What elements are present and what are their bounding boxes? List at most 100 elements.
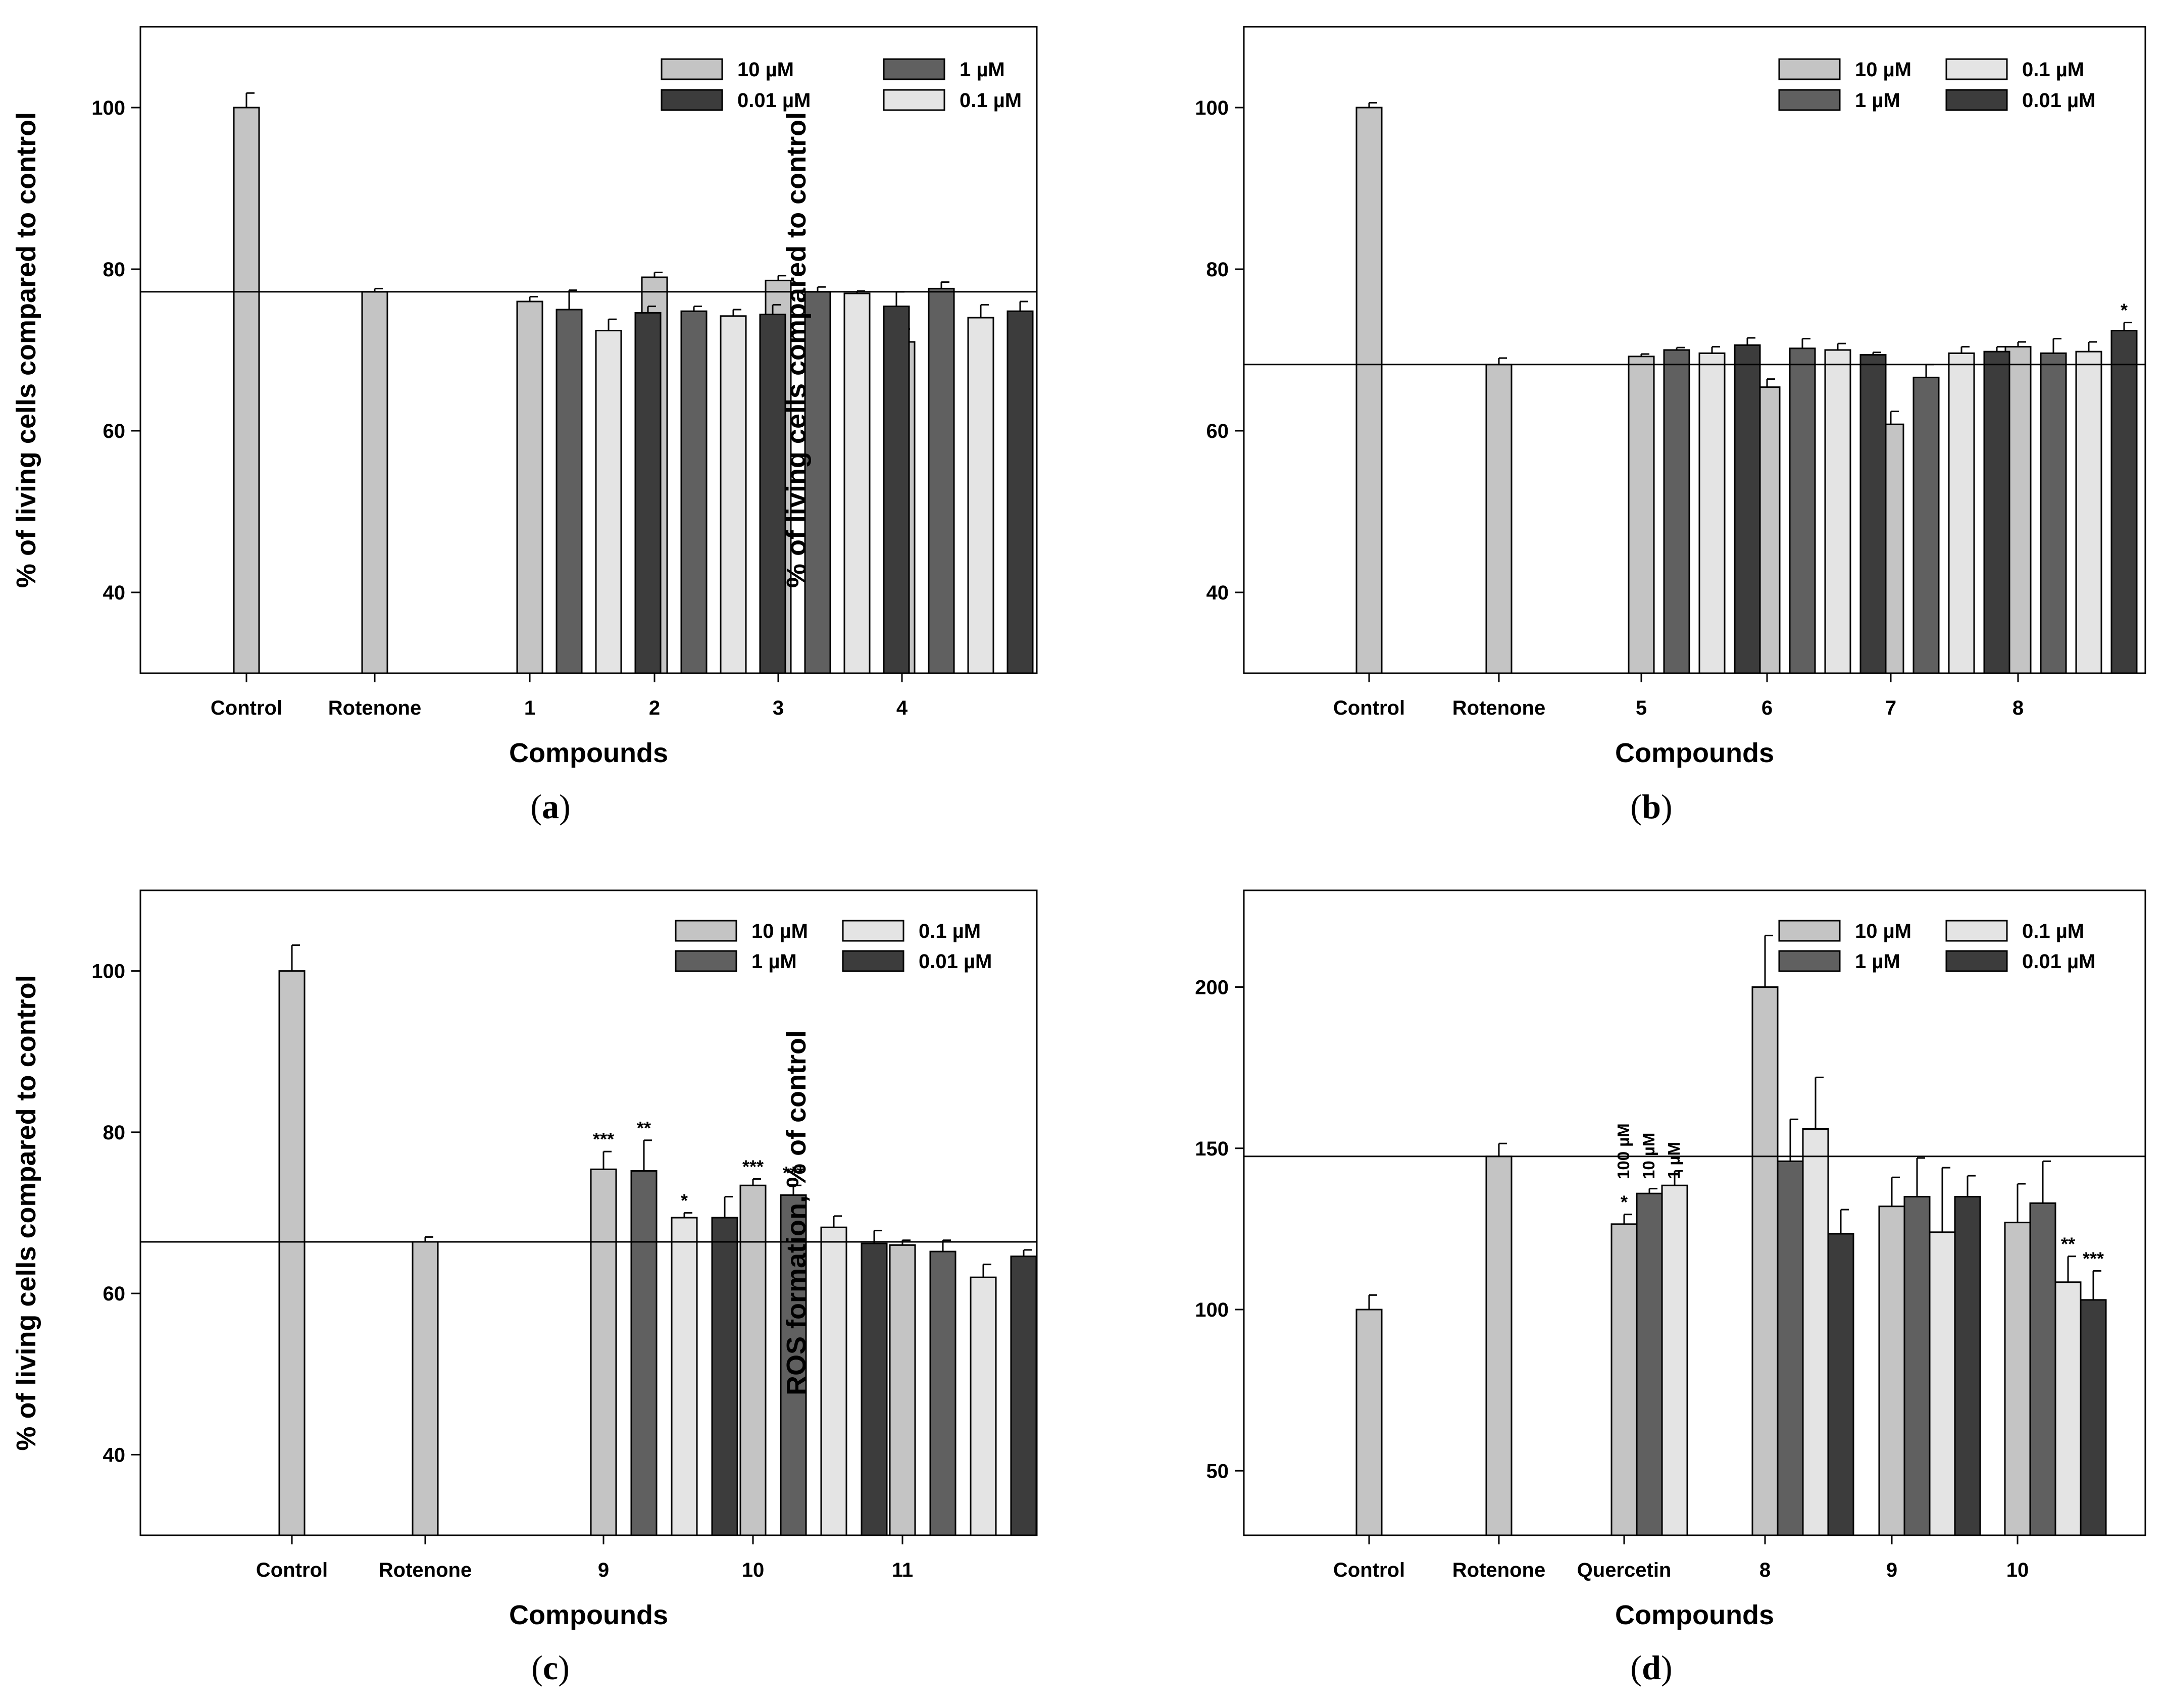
legend-swatch [1945,89,2008,111]
x-tick-label: Rotenone [328,697,421,719]
panel-caption: (c) [531,1648,570,1687]
caption-close: ) [558,1648,570,1687]
x-tick-label: 9 [598,1559,609,1581]
legend-swatch [842,950,904,972]
bar-c-4-3 [1010,1255,1037,1536]
x-tick-label: 8 [1759,1559,1771,1581]
x-axis-title: Compounds [509,1600,668,1630]
panel-caption: (d) [1630,1648,1672,1687]
legend-swatch [661,89,723,111]
significance-marker: *** [742,1156,764,1177]
bar-c-2-2 [671,1217,698,1536]
bar-a-4-2 [843,292,871,674]
x-tick-label: Control [211,697,282,719]
y-tick-label: 100 [1195,97,1229,119]
legend-label: 0.01 µM [919,950,992,973]
legend-swatch [675,950,737,972]
legend-swatch [1778,89,1841,111]
caption-open: ( [531,1648,543,1687]
bar-b-2-1 [1663,349,1690,674]
plot-frame [1243,889,2146,1536]
y-axis-title: % of living cells compared to control [11,975,41,1450]
caption-letter: d [1642,1648,1661,1687]
caption-close: ) [1661,1648,1673,1687]
x-tick-label: 9 [1886,1559,1897,1581]
y-tick-label: 50 [1206,1460,1229,1482]
chart-panel-c: 40 60 80 100 Control Rotenone 9 10 11 Compounds % … [11,889,1038,1687]
plot-frame [139,889,1038,1536]
y-tick-label: 40 [1206,582,1229,604]
legend-swatch [842,920,904,942]
x-tick-label: 5 [1636,697,1647,719]
caption-open: ( [530,787,542,826]
bar-c-3-1 [780,1194,807,1536]
bar-a-4-1 [804,291,831,674]
x-tick-label: Quercetin [1577,1559,1672,1581]
bar-c-1-0 [412,1241,439,1536]
caption-close: ) [1661,787,1673,826]
bar-d-4-1 [1903,1196,1931,1536]
legend-swatch [1778,58,1841,80]
dose-annotation: 1 µM [1665,1142,1683,1179]
bar-d-5-2 [2054,1281,2082,1536]
bar-a-2-0 [516,300,543,674]
bar-a-4-3 [883,306,910,674]
bar-a-2-2 [595,330,622,674]
y-tick-label: 80 [1206,259,1229,281]
legend-swatch [1945,920,2008,942]
bar-c-3-2 [820,1226,847,1536]
y-tick-label: 60 [103,1283,126,1305]
x-axis-title: Compounds [1615,1600,1774,1630]
y-tick-label: 100 [91,97,125,119]
bar-b-4-2 [1948,352,1975,674]
x-tick-label: 11 [892,1559,913,1581]
y-tick-label: 200 [1195,977,1229,999]
x-tick-label: Rotenone [1452,1559,1545,1581]
legend-swatch [1945,58,2008,80]
dose-annotation: 100 µM [1614,1123,1633,1179]
bar-b-4-1 [1912,376,1940,674]
significance-marker: * [681,1190,688,1211]
x-tick-label: 3 [773,697,784,719]
y-axis-title: % of living cells compared to control [781,112,812,588]
x-axis-title: Compounds [1615,738,1774,768]
caption-open: ( [1630,1648,1642,1687]
y-tick-label: 40 [103,582,126,604]
y-tick-label: 80 [103,259,126,281]
legend-label: 0.01 µM [2022,89,2095,112]
x-tick-label: 1 [524,697,535,719]
bar-b-2-2 [1698,352,1726,674]
significance-marker: *** [2083,1248,2104,1269]
bar-d-3-3 [1827,1233,1854,1536]
chart-panel-d: 50 100 150 200 Control Rotenone Quercetin 8 9 10 C… [781,889,2146,1687]
bar-d-3-0 [1751,986,1779,1536]
y-axis-title: ROS formation, % of control [781,1030,812,1395]
y-tick-label: 100 [1195,1299,1229,1321]
legend-label: 0.01 µM [737,89,811,112]
legend-swatch [1945,950,2008,972]
bar-b-0-0 [1355,107,1383,674]
bar-d-2-1 [1636,1192,1663,1536]
legend-label: 0.1 µM [960,89,1022,112]
bar-b-3-2 [1824,349,1851,674]
bar-d-5-1 [2029,1202,2056,1536]
legend-label: 0.1 µM [2022,59,2084,81]
chart-panel-b: 40 60 80 100 Control Rotenone 5 6 7 8 Compounds % o… [781,26,2146,826]
plot-frame [1243,26,2146,674]
significance-marker: * [1621,1192,1628,1213]
legend-label: 1 µM [751,950,797,973]
bar-b-3-1 [1789,347,1816,674]
y-tick-label: 150 [1195,1138,1229,1160]
caption-open: ( [1630,787,1642,826]
bar-d-1-0 [1485,1156,1513,1536]
bar-d-3-1 [1777,1160,1804,1536]
bar-c-4-1 [929,1250,956,1536]
chart-panel-a: 40 60 80 100 Control Rotenone 1 2 3 4 Compounds % o… [11,26,1038,826]
bar-d-5-0 [2004,1222,2031,1536]
legend-label: 10 µM [737,59,794,81]
x-tick-label: 6 [1761,697,1773,719]
x-tick-label: 7 [1885,697,1896,719]
plot-frame [139,26,1038,674]
bar-d-4-0 [1878,1205,1905,1536]
